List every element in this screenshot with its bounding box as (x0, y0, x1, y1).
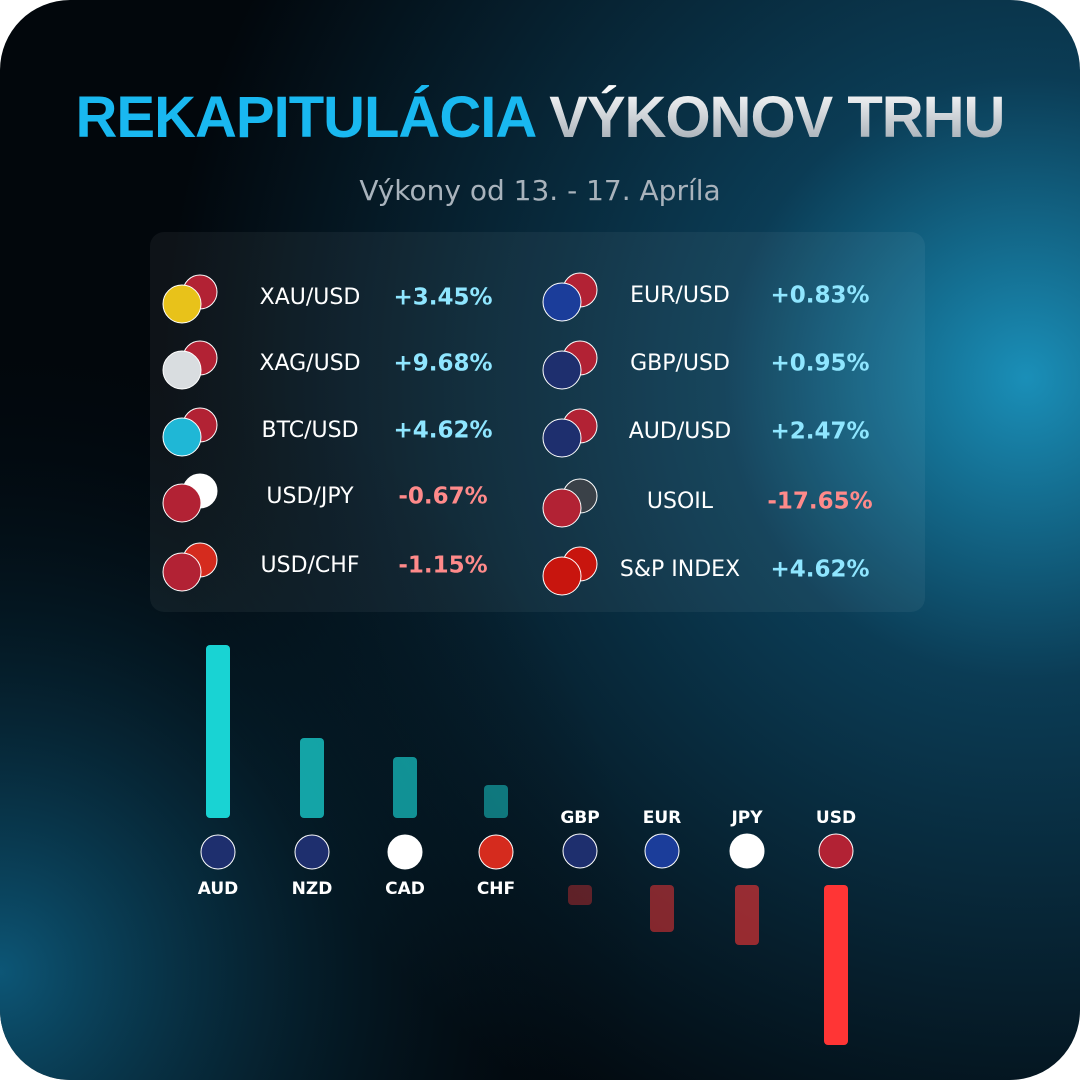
instrument-change: -0.67% (398, 484, 487, 510)
bar (735, 885, 759, 945)
instrument-change: +4.62% (393, 418, 492, 444)
instrument-change: +3.45% (393, 285, 492, 311)
panel (150, 232, 925, 612)
title-part: VÝKONOV TRHU (549, 85, 1004, 150)
instrument-change: +2.47% (770, 419, 869, 445)
currency-label: AUD (198, 879, 239, 899)
icon (162, 417, 202, 457)
icon (542, 282, 582, 322)
instrument-change: -1.15% (398, 553, 487, 579)
bar (300, 738, 324, 818)
instrument-change: +0.83% (770, 283, 869, 309)
instrument-change: +0.95% (770, 351, 869, 377)
instrument-change: +9.68% (393, 351, 492, 377)
title-part: REKAPITULÁCIA (76, 85, 537, 150)
currency-label: CHF (477, 879, 515, 899)
flag (294, 834, 330, 870)
icon (542, 556, 582, 596)
icon (162, 284, 202, 324)
instrument-change: -17.65% (767, 489, 872, 515)
currency-label: GBP (560, 808, 599, 828)
instrument-name: BTC/USD (261, 418, 358, 443)
currency-label: EUR (643, 808, 682, 828)
subtitle: Výkony od 13. - 17. Apríla (359, 174, 720, 207)
bar (824, 885, 848, 1045)
currency-strength: AUD NZD CAD CHF GBP EUR JPY USD (198, 645, 856, 1045)
instrument-change: +4.62% (770, 557, 869, 583)
instrument-name: AUD/USD (629, 419, 732, 444)
instrument-name: USD/JPY (266, 484, 354, 509)
currency-label: JPY (730, 808, 763, 828)
title: REKAPITULÁCIA VÝKONOV TRHU (76, 85, 1005, 150)
icon (542, 350, 582, 390)
flag (387, 834, 423, 870)
instrument-name: XAU/USD (260, 285, 361, 310)
instruments: XAU/USD +3.45% XAG/USD +9.68% BTC/USD +4.62% U… (162, 272, 873, 596)
currency-label: USD (816, 808, 856, 828)
bar (393, 757, 417, 818)
bar (206, 645, 230, 818)
instrument-name: GBP/USD (630, 351, 730, 376)
instrument-name: S&P INDEX (620, 557, 740, 582)
icon (162, 350, 202, 390)
icon (162, 552, 202, 592)
instrument-name: XAG/USD (259, 351, 360, 376)
icon (542, 418, 582, 458)
icon (162, 483, 202, 523)
flag (478, 834, 514, 870)
currency-label: NZD (292, 879, 333, 899)
flag (818, 833, 854, 869)
bar (650, 885, 674, 932)
instrument-name: USOIL (647, 489, 714, 514)
flag (200, 834, 236, 870)
instrument-name: EUR/USD (630, 283, 730, 308)
flag (729, 833, 765, 869)
icon (542, 488, 582, 528)
flag (644, 833, 680, 869)
bar (568, 885, 592, 905)
flag (562, 833, 598, 869)
currency-label: CAD (385, 879, 425, 899)
bar (484, 785, 508, 818)
instrument-name: USD/CHF (261, 553, 360, 578)
